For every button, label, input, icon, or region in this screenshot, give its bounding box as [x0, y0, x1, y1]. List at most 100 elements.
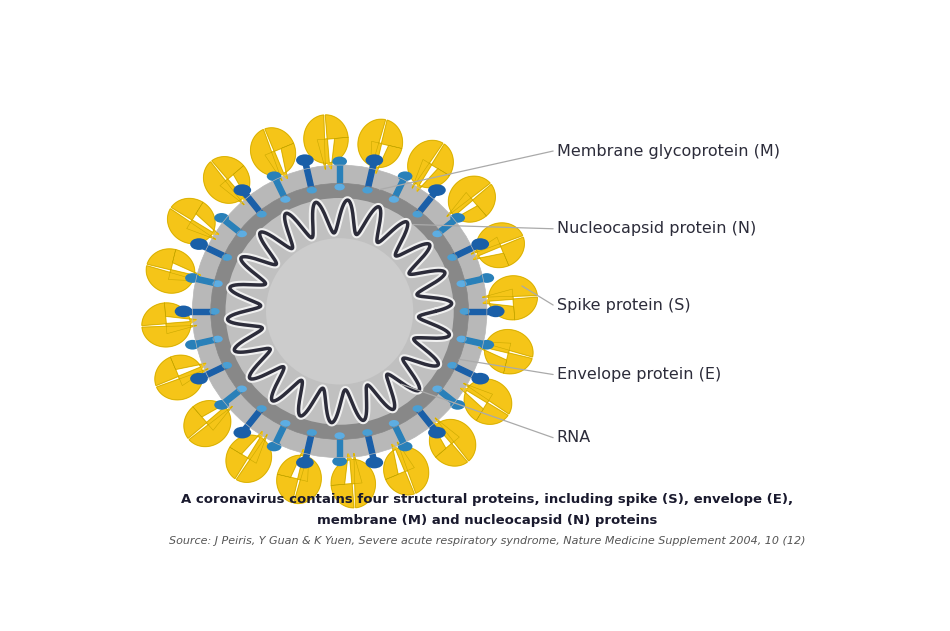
Polygon shape	[251, 128, 295, 180]
Circle shape	[480, 273, 494, 283]
Circle shape	[362, 187, 372, 194]
Polygon shape	[302, 432, 314, 463]
Circle shape	[332, 156, 347, 166]
Polygon shape	[142, 303, 197, 347]
Circle shape	[480, 340, 494, 350]
Polygon shape	[451, 363, 482, 381]
Circle shape	[334, 432, 345, 439]
Circle shape	[412, 405, 423, 412]
Circle shape	[296, 457, 314, 468]
Polygon shape	[220, 216, 243, 236]
Polygon shape	[226, 432, 272, 482]
Polygon shape	[471, 223, 524, 268]
Polygon shape	[429, 418, 476, 466]
Text: A coronavirus contains four structural proteins, including spike (S), envelope (: A coronavirus contains four structural p…	[180, 493, 793, 505]
Circle shape	[280, 196, 291, 203]
Circle shape	[389, 196, 399, 203]
Ellipse shape	[225, 198, 454, 425]
Text: Spike protein (S): Spike protein (S)	[557, 298, 691, 312]
Polygon shape	[461, 336, 487, 347]
Circle shape	[256, 405, 267, 412]
Circle shape	[234, 427, 251, 439]
Circle shape	[486, 305, 504, 317]
Circle shape	[332, 456, 347, 466]
Circle shape	[471, 239, 489, 250]
Text: Membrane glycoprotein (M): Membrane glycoprotein (M)	[557, 143, 780, 158]
Circle shape	[221, 362, 232, 369]
Circle shape	[190, 373, 208, 384]
Circle shape	[398, 442, 412, 451]
Circle shape	[428, 184, 446, 196]
Polygon shape	[184, 401, 233, 447]
Polygon shape	[384, 442, 428, 495]
Circle shape	[221, 254, 232, 261]
Circle shape	[185, 340, 200, 350]
Polygon shape	[272, 175, 288, 201]
Ellipse shape	[211, 184, 468, 439]
Polygon shape	[358, 119, 403, 174]
Polygon shape	[365, 160, 377, 191]
Polygon shape	[416, 189, 439, 216]
Polygon shape	[391, 175, 408, 201]
Circle shape	[457, 336, 466, 343]
Polygon shape	[337, 436, 342, 461]
Circle shape	[389, 420, 399, 427]
Polygon shape	[272, 422, 288, 447]
Text: Source: J Peiris, Y Guan & K Yuen, Severe acute respiratory syndrome, Nature Med: Source: J Peiris, Y Guan & K Yuen, Sever…	[169, 536, 806, 546]
Polygon shape	[337, 162, 342, 187]
Circle shape	[215, 400, 229, 410]
Circle shape	[432, 386, 443, 392]
Polygon shape	[155, 355, 208, 400]
Polygon shape	[416, 407, 439, 434]
Circle shape	[280, 420, 291, 427]
Polygon shape	[198, 242, 228, 260]
Circle shape	[307, 187, 317, 194]
Circle shape	[334, 184, 345, 191]
Polygon shape	[220, 387, 243, 407]
Polygon shape	[240, 189, 263, 216]
Ellipse shape	[192, 165, 486, 457]
Polygon shape	[451, 242, 482, 260]
Circle shape	[234, 184, 251, 196]
Circle shape	[398, 172, 412, 181]
Circle shape	[471, 373, 489, 384]
Circle shape	[215, 213, 229, 223]
Circle shape	[447, 362, 458, 369]
Polygon shape	[436, 387, 459, 407]
Polygon shape	[276, 449, 321, 504]
Circle shape	[447, 254, 458, 261]
Circle shape	[412, 211, 423, 218]
Polygon shape	[436, 216, 459, 236]
Circle shape	[432, 230, 443, 237]
Circle shape	[296, 155, 314, 166]
Polygon shape	[446, 176, 495, 222]
Polygon shape	[479, 329, 533, 374]
Polygon shape	[183, 309, 215, 314]
Circle shape	[256, 211, 267, 218]
Circle shape	[362, 429, 372, 436]
Circle shape	[307, 429, 317, 436]
Polygon shape	[465, 309, 496, 314]
Polygon shape	[240, 407, 263, 434]
Circle shape	[366, 155, 383, 166]
Polygon shape	[302, 160, 314, 191]
Ellipse shape	[266, 239, 413, 384]
Circle shape	[190, 239, 208, 250]
Circle shape	[450, 213, 465, 223]
Text: membrane (M) and nucleocapsid (N) proteins: membrane (M) and nucleocapsid (N) protei…	[316, 514, 657, 527]
Text: RNA: RNA	[557, 430, 591, 445]
Circle shape	[267, 442, 281, 451]
Polygon shape	[146, 249, 200, 293]
Polygon shape	[332, 453, 375, 508]
Polygon shape	[365, 432, 377, 463]
Circle shape	[209, 308, 219, 315]
Text: Envelope protein (E): Envelope protein (E)	[557, 367, 721, 382]
Polygon shape	[203, 156, 250, 205]
Circle shape	[450, 400, 465, 410]
Circle shape	[366, 457, 383, 468]
Circle shape	[185, 273, 200, 283]
Circle shape	[237, 386, 247, 392]
Polygon shape	[461, 276, 487, 286]
Circle shape	[175, 305, 192, 317]
Polygon shape	[304, 115, 348, 169]
